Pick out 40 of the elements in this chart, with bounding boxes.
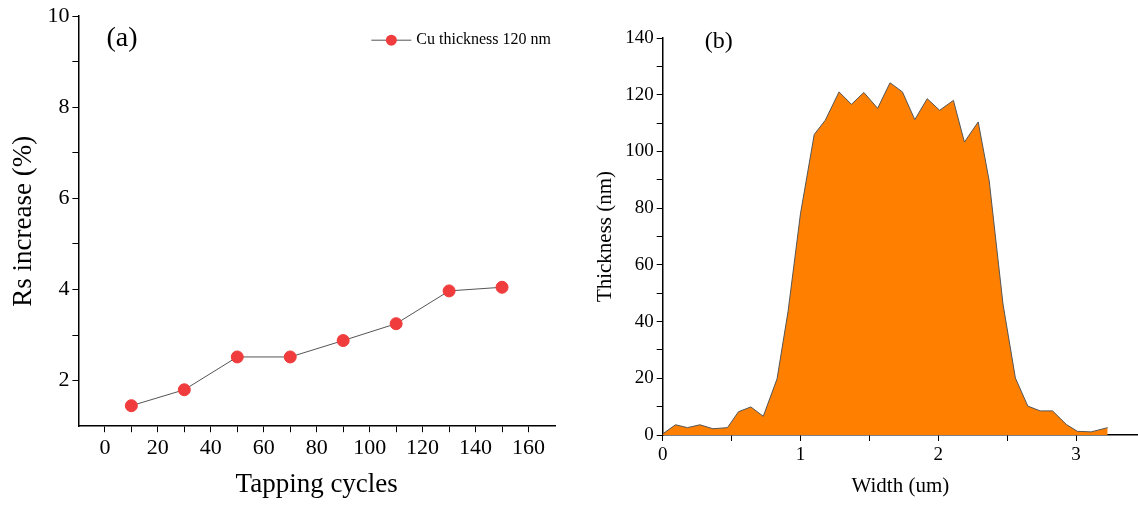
y-tick-label: 40 (634, 309, 654, 331)
x-tick-label: 2 (933, 443, 943, 465)
y-tick-label: 2 (58, 366, 70, 392)
y-tick-label: 10 (47, 1, 70, 27)
x-tick-label: 140 (459, 434, 493, 460)
y-tick-label: 80 (634, 196, 654, 218)
point (177, 383, 191, 397)
x-tick-label: 3 (1071, 443, 1081, 465)
legend-label: Cu thickness 120 nm (416, 30, 552, 48)
x-tick-label: 1 (795, 443, 806, 465)
x-tick-label: 20 (146, 434, 169, 460)
x-axis-title: Tapping cycles (235, 467, 398, 498)
point (442, 284, 456, 298)
point (124, 399, 138, 413)
y-tick-label: 100 (625, 139, 654, 161)
y-tick-label: 120 (625, 82, 654, 104)
x-axis-title: Width (um) (851, 472, 950, 497)
y-tick-label: 4 (58, 275, 70, 301)
point (283, 350, 297, 364)
y-tick-label: 6 (58, 184, 70, 210)
x-tick-label: 100 (353, 434, 387, 460)
y-tick-label: 8 (58, 93, 70, 119)
x-tick-label: 60 (252, 434, 275, 460)
x-tick-label: 0 (657, 443, 668, 465)
y-tick-label: 140 (625, 25, 654, 47)
y-tick-label: 60 (634, 252, 654, 274)
chart-title: (b) (704, 27, 733, 54)
x-tick-label: 40 (199, 434, 222, 460)
point (495, 280, 509, 294)
x-tick-label: 0 (99, 434, 111, 460)
y-axis-title: Rs increase (%) (7, 135, 38, 307)
point (336, 334, 350, 348)
point (389, 317, 403, 331)
x-tick-label: 80 (305, 434, 328, 460)
chart-title: (a) (106, 20, 138, 52)
x-tick-label: 160 (512, 434, 546, 460)
x-tick-label: 120 (406, 434, 440, 460)
y-axis-title: Thickness (nm) (592, 170, 617, 303)
point (230, 350, 244, 364)
y-tick-label: 20 (634, 366, 654, 388)
